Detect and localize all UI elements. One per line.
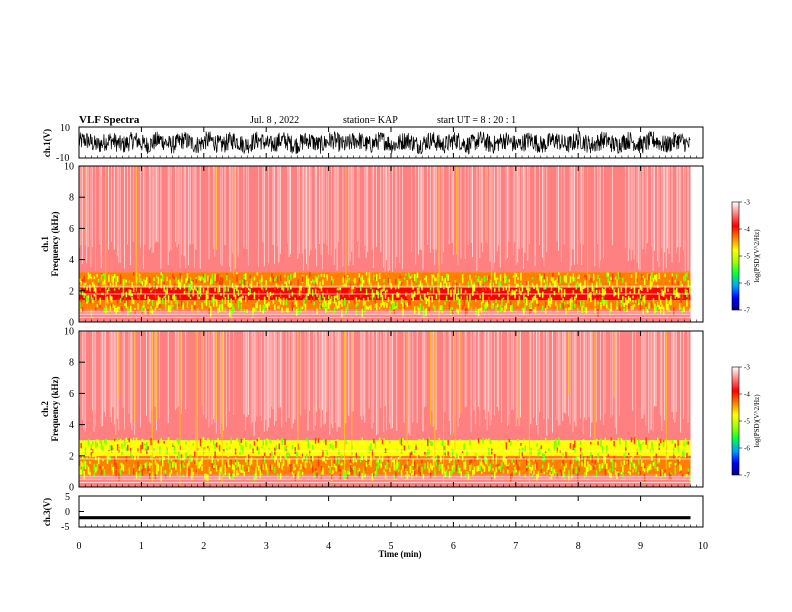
ch3-waveform-band	[79, 516, 691, 520]
colorbar-tick-label: -5	[744, 418, 750, 426]
ch1-spectrogram-ytick: 8	[69, 193, 74, 204]
colorbar-tick-label: -6	[744, 280, 750, 288]
time-tick-label: 8	[576, 541, 581, 552]
ch2-spectrogram-image	[79, 331, 691, 487]
ch1-ytick-top: 10	[60, 123, 70, 134]
time-tick-label: 3	[264, 541, 269, 552]
time-tick-label: 9	[638, 541, 643, 552]
colorbar-tick-label: -6	[744, 445, 750, 453]
time-tick-label: 2	[201, 541, 206, 552]
colorbar-tick-label: -5	[744, 253, 750, 261]
colorbar-tick-label: -3	[744, 364, 750, 372]
time-tick-label: 7	[513, 541, 518, 552]
ch1-spectrogram-panel: 0 2 4 6 8 10 ch.1 Frequency (kHz)	[40, 162, 704, 329]
ch1-colorbar: -3 -4 -5 -6 -7 log(PSD)(V^2/Hz)	[731, 199, 761, 315]
figure-title: VLF Spectra	[79, 114, 140, 126]
time-tick-label: 5	[389, 541, 394, 552]
ch3-ytick-bottom: -5	[61, 522, 69, 533]
time-tick-label: 4	[326, 541, 331, 552]
colorbar-gradient	[731, 366, 740, 476]
ch1-waveform-ylabel: ch.1(V)	[42, 129, 52, 157]
ch2-spectrogram-ytick: 2	[69, 451, 74, 462]
colorbar-tick-label: -4	[744, 226, 750, 234]
ch2-spectrogram-ylabel-frequency: Frequency (kHz)	[50, 376, 60, 441]
colorbar-gradient	[731, 201, 740, 311]
ch1-spectrogram-ytick: 0	[69, 318, 74, 329]
ch1-spectrogram-image	[79, 166, 691, 322]
ch2-spectrogram-panel: 0 2 4 6 8 10 ch.2 Frequency (kHz)	[40, 327, 704, 494]
ch2-spectrogram-ylabel-channel: ch.2	[40, 401, 50, 417]
ch1-spectrogram-ylabel-frequency: Frequency (kHz)	[50, 211, 60, 276]
time-tick-label: 6	[451, 541, 456, 552]
ch1-waveform-trace	[78, 130, 691, 155]
time-axis-label: Time (min)	[378, 549, 421, 559]
ch2-spectrogram-ytick: 8	[69, 358, 74, 369]
colorbar-tick-label: -7	[744, 307, 750, 315]
colorbar-label: log(PSD)(V^2/Hz)	[753, 394, 761, 448]
ch3-ytick-top: 5	[65, 492, 70, 503]
ch1-spectrogram-ylabel-channel: ch.1	[40, 236, 50, 252]
ch1-spectrogram-ytick: 6	[69, 224, 74, 235]
ch2-colorbar: -3 -4 -5 -6 -7 log(PSD)(V^2/Hz)	[731, 364, 761, 480]
header-start-time: start UT = 8 : 20 : 1	[437, 115, 516, 126]
colorbar-tick-label: -3	[744, 199, 750, 207]
colorbar-label: log(PSD)(V^2/Hz)	[753, 229, 761, 283]
ch1-spectrogram-ytick: 4	[69, 255, 74, 266]
ch3-waveform-ylabel: ch.3(V)	[42, 498, 52, 526]
ch2-spectrogram-ytick: 10	[64, 327, 74, 338]
ch1-spectrogram-ytick: 10	[64, 162, 74, 173]
colorbar-tick-label: -4	[744, 391, 750, 399]
header-date: Jul. 8 , 2022	[250, 115, 299, 126]
ch1-ytick-bottom: -10	[56, 153, 69, 164]
ch3-waveform-panel: 0 5 -5 ch.3(V) 0 1 2 3 4 5 6 7 8 9 10 Time (min)	[42, 127, 708, 559]
ch2-spectrogram-ytick: 6	[69, 389, 74, 400]
spectrogram-band	[79, 331, 691, 441]
ch1-spectrogram-ytick: 2	[69, 286, 74, 297]
ch2-spectrogram-ytick: 4	[69, 420, 74, 431]
ch2-spectrogram-ytick: 0	[69, 483, 74, 494]
ch1-waveform-line	[78, 130, 691, 155]
time-tick-label: 0	[77, 541, 82, 552]
ch3-ytick-mid: 0	[65, 507, 70, 518]
time-tick-label: 10	[698, 541, 708, 552]
header-station: station= KAP	[343, 115, 398, 126]
ch3-waveform-trace: 0	[65, 507, 691, 520]
time-tick-label: 1	[139, 541, 144, 552]
colorbar-tick-label: -7	[744, 472, 750, 480]
